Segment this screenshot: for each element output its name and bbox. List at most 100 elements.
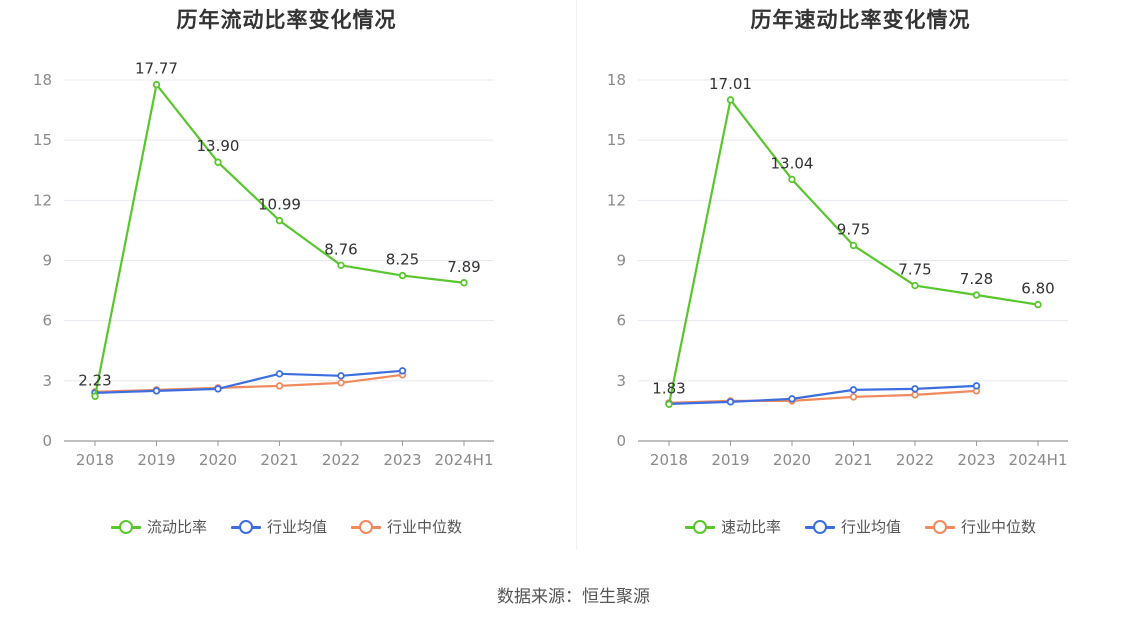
y-tick-label: 15 (607, 131, 626, 149)
legend-swatch (925, 519, 955, 534)
main-series-point (214, 158, 222, 166)
x-tick-label: 2018 (650, 451, 688, 469)
main-series-line (93, 83, 465, 397)
x-tick-label: 2019 (711, 451, 749, 469)
y-tick-label: 3 (616, 372, 626, 390)
main-series-point (726, 96, 735, 104)
source-note: 数据来源：恒生聚源 (497, 587, 650, 607)
data-label: 13.90 (197, 137, 240, 155)
x-tick-label: 2018 (76, 451, 114, 469)
legend-label: 行业中位数 (961, 518, 1037, 536)
x-tick-label: 2022 (896, 451, 934, 469)
data-label: 7.28 (960, 270, 993, 288)
data-label: 1.83 (652, 379, 685, 397)
industry-series-point (788, 395, 796, 403)
main-series-point (665, 400, 673, 408)
y-tick-label: 3 (42, 372, 52, 390)
main-series-point (972, 291, 981, 299)
chart-title: 历年速动比率变化情况 (750, 8, 971, 32)
legend-swatch (110, 519, 141, 534)
data-label: 13.04 (771, 154, 814, 172)
current-ratio-chart: 历年流动比率变化情况 0 3 6 9 12 15 18 2018 2019 2020 2021 202… (0, 0, 573, 560)
industry-series-line (94, 369, 403, 394)
y-tick-label: 12 (607, 191, 626, 209)
data-label: 17.01 (709, 75, 752, 93)
current-ratio-plot: 0 3 6 9 12 15 18 2018 2019 2020 2021 2022 2023 2024H1… (33, 60, 494, 469)
main-series-point (152, 80, 161, 89)
legend: 流动比率 行业均值 行业中位数 (0, 516, 573, 537)
x-tick-label: 2019 (137, 451, 175, 469)
industry-series-point (214, 385, 222, 393)
legend-label: 速动比率 (720, 518, 781, 536)
y-tick-label: 6 (42, 312, 52, 330)
industry-series-point (398, 367, 407, 375)
data-label: 7.75 (898, 261, 931, 279)
legend-item[interactable]: 行业中位数 (925, 516, 1036, 537)
industry-series-point (337, 372, 345, 380)
data-label: 8.25 (386, 251, 419, 269)
y-tick-label: 0 (616, 432, 626, 450)
legend-swatch (804, 519, 835, 534)
legend-item[interactable]: 流动比率 (110, 516, 207, 537)
data-label: 6.80 (1021, 280, 1054, 298)
x-tick-label: 2023 (957, 451, 995, 469)
y-tick-label: 9 (616, 252, 626, 270)
legend-swatch (684, 519, 715, 534)
data-label: 8.76 (324, 240, 357, 258)
main-series-point (1034, 300, 1042, 309)
industry-series-point (275, 370, 284, 378)
data-label: 7.89 (447, 258, 480, 276)
main-series-line (667, 98, 1039, 405)
y-tick-label: 0 (42, 432, 52, 450)
x-tick-label: 2021 (834, 451, 872, 469)
legend-label: 行业均值 (840, 518, 901, 536)
main-series-point (788, 175, 796, 184)
x-tick-label: 2020 (773, 451, 811, 469)
legend-swatch (230, 519, 261, 534)
x-tick-label: 2024H1 (435, 451, 494, 469)
industry-series-line (668, 389, 977, 404)
legend-item[interactable]: 行业均值 (804, 516, 901, 537)
x-tick-label: 2021 (260, 451, 298, 469)
industry-series-point (911, 391, 919, 399)
data-label: 17.77 (135, 60, 178, 78)
y-tick-label: 15 (33, 131, 52, 149)
y-tick-label: 12 (33, 191, 52, 209)
legend-label: 行业中位数 (387, 518, 463, 536)
data-label: 9.75 (837, 220, 870, 238)
legend-item[interactable]: 速动比率 (684, 516, 781, 537)
legend-swatch (351, 519, 381, 534)
industry-series-point (152, 387, 161, 395)
legend-label: 流动比率 (146, 518, 207, 536)
chart-title: 历年流动比率变化情况 (176, 8, 397, 32)
quick-ratio-chart: 历年速动比率变化情况 0 3 6 9 12 15 18 2018 2019 2020 2021 202… (574, 0, 1147, 560)
legend-item[interactable]: 行业中位数 (351, 516, 462, 537)
industry-series-point (972, 382, 981, 390)
main-series-point (275, 216, 284, 225)
legend-label: 行业均值 (266, 518, 327, 536)
x-tick-label: 2024H1 (1009, 451, 1068, 469)
y-tick-label: 18 (607, 71, 626, 89)
industry-series-line (94, 373, 403, 393)
panel-divider (576, 0, 577, 550)
data-label: 10.99 (258, 196, 301, 214)
industry-series-point (337, 379, 345, 387)
x-tick-label: 2023 (383, 451, 421, 469)
industry-series-point (849, 386, 858, 394)
main-series-point (911, 281, 919, 290)
main-series-point (398, 271, 407, 280)
main-series-point (460, 279, 468, 287)
x-tick-label: 2022 (322, 451, 360, 469)
legend: 速动比率 行业均值 行业中位数 (574, 516, 1147, 537)
industry-series-line (668, 384, 977, 405)
main-series-point (337, 261, 345, 270)
industry-series-point (275, 382, 284, 390)
industry-series-point (726, 398, 735, 406)
x-tick-label: 2020 (199, 451, 237, 469)
industry-series-point (911, 385, 919, 393)
legend-item[interactable]: 行业均值 (230, 516, 327, 537)
y-tick-label: 9 (42, 252, 52, 270)
data-label: 2.23 (78, 371, 111, 389)
industry-series-point (849, 393, 858, 401)
main-series-point (91, 392, 99, 400)
